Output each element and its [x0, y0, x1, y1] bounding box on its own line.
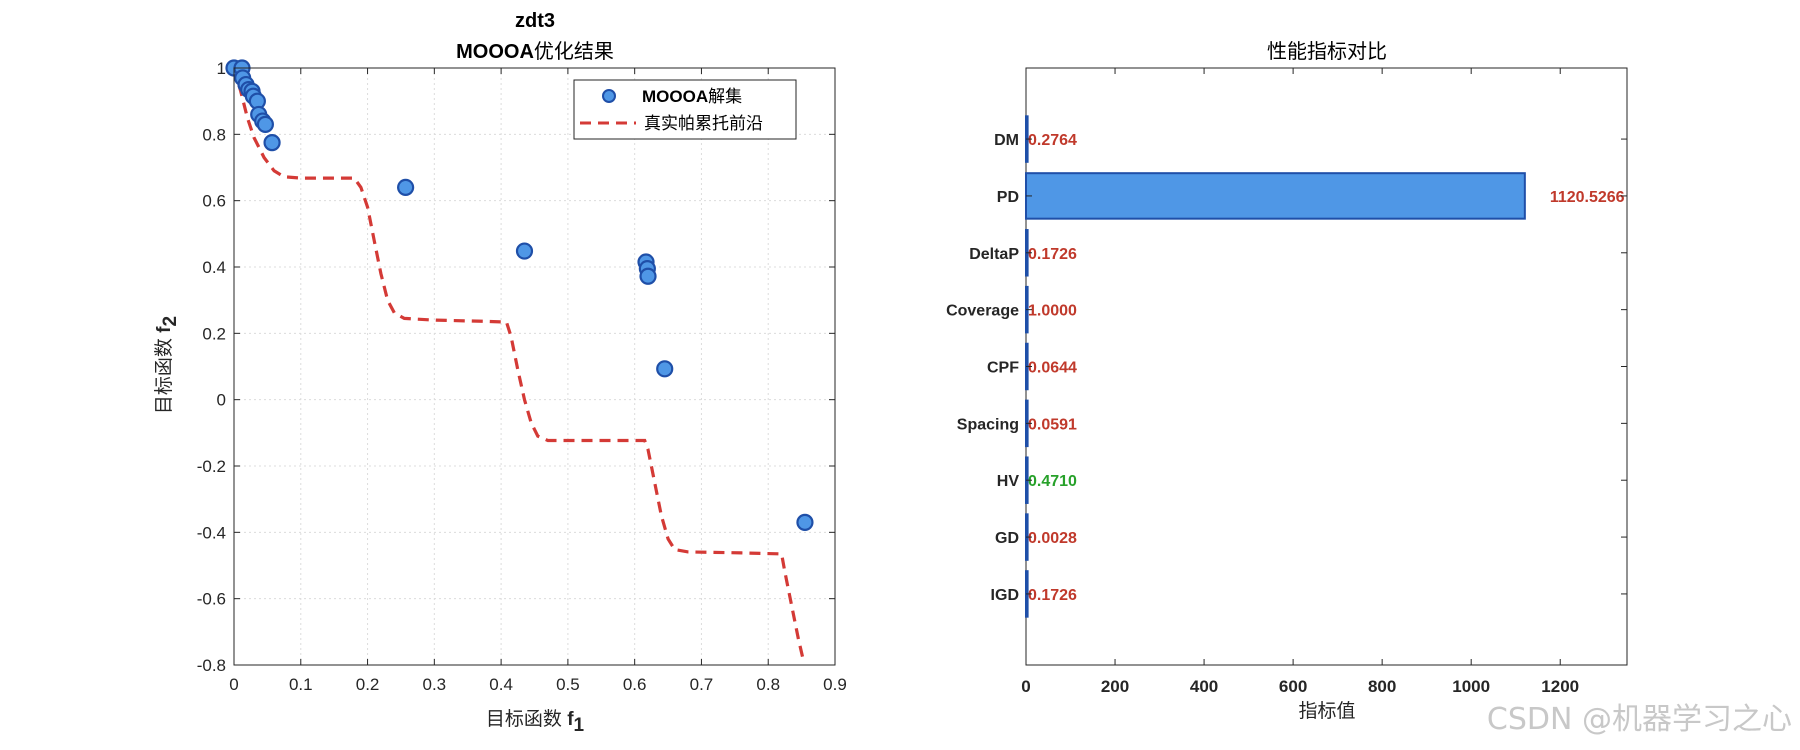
solution-point: [515, 242, 534, 260]
scatter-xlabel-sub: 1: [574, 715, 585, 736]
scatter-plot-area: [234, 68, 835, 665]
x-tick-label: 0.8: [756, 675, 780, 694]
solution-point: [256, 115, 274, 133]
category-label: Coverage: [946, 303, 1019, 320]
x-tick-label: 0: [229, 675, 238, 694]
scatter-subtitle-bold: MOOOA: [456, 41, 534, 63]
bar-value-label: 0.2764: [1028, 132, 1077, 149]
category-label: HV: [997, 473, 1020, 490]
scatter-ylabel-f: f: [154, 326, 175, 333]
scatter-xlabel-f: f: [567, 709, 574, 730]
pareto-front-line-group: [232, 67, 805, 659]
bar-value-label: 0.1726: [1028, 246, 1077, 263]
y-tick-label: 0.8: [202, 125, 226, 144]
scatter-ylabel-text: 目标函数: [153, 333, 175, 414]
bar-value-label: 0.1726: [1028, 587, 1077, 604]
category-label: DeltaP: [969, 246, 1019, 263]
bar-value-label: 0.0644: [1028, 360, 1077, 377]
y-tick-label: -0.4: [197, 523, 226, 542]
x-tick-label: 0.2: [356, 675, 380, 694]
bar-axes-box: [1025, 67, 1628, 666]
x-tick-label: 0.7: [690, 675, 714, 694]
bar-value-label: 0.4710: [1028, 473, 1077, 490]
y-tick-label: 0.2: [202, 324, 226, 343]
bar-xlabel: 指标值: [1298, 700, 1355, 722]
x-tick-label: 600: [1279, 677, 1307, 696]
x-tick-label: 0.4: [489, 675, 513, 694]
y-tick-label: 0.6: [202, 192, 226, 211]
bar-y-ticks: DM PD DeltaP Coverage CPF Spacing HV GD IGD: [946, 132, 1627, 604]
bar-subplot: 0.27641120.52660.17261.00000.06440.05910…: [946, 40, 1628, 722]
x-tick-label: 0.3: [423, 675, 447, 694]
x-tick-label: 0: [1021, 677, 1030, 696]
category-label: GD: [995, 530, 1019, 547]
x-tick-label: 1200: [1541, 677, 1579, 696]
y-tick-label: 0: [217, 391, 226, 410]
bar-value-label: 0.0028: [1028, 530, 1077, 547]
x-tick-label: 0.5: [556, 675, 580, 694]
x-tick-label: 400: [1190, 677, 1218, 696]
scatter-x-ticks: 0 0.1 0.2 0.3 0.4 0.5 0.6 0.7 0.8 0.9: [229, 68, 847, 694]
solution-point: [397, 178, 415, 196]
bar-value-label: 0.0591: [1028, 416, 1077, 433]
category-label: IGD: [991, 587, 1019, 604]
y-tick-label: -0.2: [197, 457, 226, 476]
pareto-front-line: [232, 67, 805, 659]
scatter-y-ticks: -0.8 -0.6 -0.4 -0.2 0 0.2 0.4 0.6 0.8 1: [197, 59, 835, 675]
solution-point: [263, 134, 281, 152]
legend-label-solution: MOOOA解集: [642, 87, 742, 106]
legend-solution-rest: 解集: [708, 87, 742, 106]
bar-value-label: 1.0000: [1028, 303, 1077, 320]
bar-value-label: 1120.5266: [1550, 189, 1625, 206]
category-label: Spacing: [957, 416, 1019, 433]
category-label: CPF: [987, 360, 1019, 377]
category-label: PD: [997, 189, 1019, 206]
bar-title: 性能指标对比: [1267, 40, 1387, 63]
legend-marker-solution: [602, 89, 616, 103]
bar: [1025, 172, 1526, 220]
y-tick-label: -0.8: [197, 656, 226, 675]
bar-x-ticks: 0 200 400 600 800 1000 1200: [1021, 68, 1579, 696]
scatter-axes-box: [233, 67, 836, 666]
watermark: CSDN @机器学习之心: [1487, 702, 1792, 737]
x-tick-label: 1000: [1452, 677, 1490, 696]
scatter-legend: MOOOA解集 真实帕累托前沿: [573, 79, 797, 140]
legend-solution-bold: MOOOA: [642, 87, 708, 106]
legend-label-pareto: 真实帕累托前沿: [644, 114, 763, 133]
scatter-subtitle-rest: 优化结果: [534, 40, 614, 63]
scatter-ylabel: 目标函数 f2: [153, 316, 181, 414]
scatter-subtitle: MOOOA优化结果: [456, 40, 614, 63]
y-tick-label: 0.4: [202, 258, 226, 277]
bars-group: 0.2764 1120.5266 0.1726 1.0000 0.0644 0.0591 0…: [1025, 115, 1625, 618]
solution-point: [656, 360, 674, 378]
x-tick-label: 800: [1368, 677, 1396, 696]
y-tick-label: 1: [217, 59, 226, 78]
x-tick-label: 0.9: [823, 675, 847, 694]
solution-point: [639, 267, 657, 285]
scatter-ylabel-sub: 2: [160, 316, 181, 327]
x-tick-label: 200: [1101, 677, 1129, 696]
solution-point: [796, 513, 814, 531]
scatter-xlabel-text: 目标函数: [486, 708, 567, 730]
x-tick-label: 0.1: [289, 675, 313, 694]
scatter-grid: [234, 68, 835, 665]
y-tick-label: -0.6: [197, 590, 226, 609]
scatter-subplot: 0 0.1 0.2 0.3 0.4 0.5 0.6 0.7 0.8 0.9 -0.8-0.6-0.…: [153, 10, 847, 736]
category-label: DM: [994, 132, 1019, 149]
x-tick-label: 0.6: [623, 675, 647, 694]
scatter-title: zdt3: [515, 10, 555, 32]
scatter-xlabel: 目标函数 f1: [486, 708, 585, 736]
